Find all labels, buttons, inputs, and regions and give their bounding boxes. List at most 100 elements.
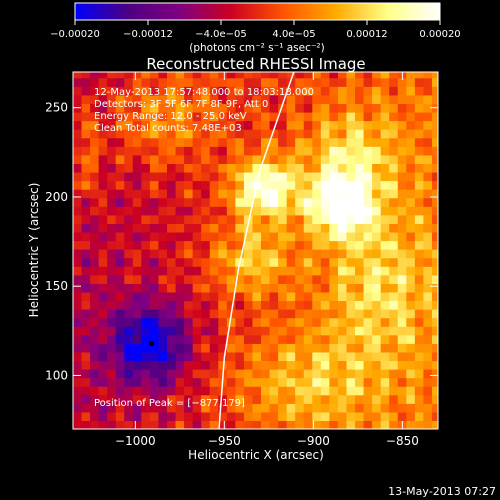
heatmap-cell (329, 137, 339, 147)
heatmap-cell (98, 309, 108, 319)
heatmap-cell (184, 94, 194, 105)
heatmap-cell (98, 420, 108, 429)
heatmap-cell (355, 351, 365, 362)
heatmap-cell (329, 240, 339, 250)
heatmap-cell (312, 231, 322, 242)
heatmap-cell (372, 291, 382, 302)
heatmap-cell (380, 240, 390, 250)
heatmap-cell (226, 94, 236, 105)
heatmap-cell (431, 291, 438, 302)
heatmap-cell (372, 231, 382, 242)
heatmap-cell (380, 326, 390, 336)
heatmap-cell (124, 180, 134, 190)
heatmap-cell (184, 154, 194, 164)
heatmap-cell (303, 386, 313, 396)
heatmap-cell (218, 394, 228, 404)
heatmap-cell (149, 386, 160, 396)
heatmap-cell (380, 146, 390, 156)
heatmap-cell (355, 214, 365, 224)
heatmap-cell (431, 86, 438, 96)
heatmap-cell (158, 146, 168, 156)
heatmap-cell (175, 257, 185, 267)
heatmap-cell (278, 72, 288, 79)
heatmap-cell (226, 283, 236, 293)
heatmap-cell (363, 309, 373, 319)
heatmap-cell (355, 394, 365, 404)
heatmap-cell (295, 266, 305, 276)
heatmap-cell (141, 103, 151, 113)
heatmap-cell (141, 351, 151, 362)
heatmap-cell (423, 386, 433, 396)
heatmap-cell (90, 129, 100, 139)
heatmap-cell (226, 72, 236, 79)
heatmap-cell (346, 420, 356, 429)
heatmap-cell (107, 197, 117, 207)
heatmap-cell (252, 154, 262, 164)
heatmap-cell (98, 369, 108, 379)
heatmap-cell (192, 240, 202, 250)
heatmap-cell (406, 386, 416, 396)
heatmap-cell (90, 120, 100, 130)
heatmap-cell (269, 189, 279, 199)
info-clean-counts: Clean Total counts: 7.48E+03 (94, 123, 242, 134)
heatmap-cell (346, 343, 356, 353)
heatmap-cell (98, 146, 108, 156)
heatmap-cell (218, 343, 228, 353)
heatmap-cell (346, 180, 356, 190)
heatmap-cell (81, 369, 91, 379)
heatmap-cell (355, 163, 365, 173)
heatmap-cell (90, 360, 100, 370)
heatmap-cell (192, 411, 202, 422)
heatmap-cell (303, 103, 313, 113)
heatmap-cell (397, 266, 407, 276)
heatmap-cell (158, 129, 168, 139)
heatmap-cell (363, 300, 373, 310)
heatmap-cell (269, 163, 279, 173)
heatmap-cell (312, 411, 322, 422)
heatmap-cell (98, 72, 108, 79)
heatmap-cell (269, 326, 279, 336)
heatmap-cell (337, 326, 348, 336)
heatmap-cell (372, 223, 382, 233)
heatmap-cell (209, 77, 219, 87)
heatmap-cell (184, 300, 194, 310)
heatmap-cell (363, 274, 373, 284)
heatmap-cell (184, 197, 194, 207)
heatmap-cell (201, 326, 211, 336)
heatmap-cell (303, 214, 313, 224)
heatmap-cell (81, 351, 91, 362)
heatmap-cell (337, 223, 348, 233)
heatmap-cell (269, 103, 279, 113)
heatmap-cell (226, 223, 236, 233)
heatmap-cell (73, 129, 83, 139)
heatmap-cell (389, 180, 399, 190)
heatmap-cell (235, 309, 245, 319)
heatmap-cell (73, 326, 83, 336)
heatmap-cell (107, 180, 117, 190)
heatmap-cell (380, 394, 390, 404)
heatmap-cell (261, 249, 271, 259)
heatmap-cell (423, 129, 433, 139)
heatmap-cell (209, 129, 219, 139)
heatmap-cell (175, 386, 185, 396)
heatmap-cell (372, 257, 382, 267)
heatmap-cell (269, 240, 279, 250)
heatmap-cell (218, 137, 228, 147)
heatmap-cell (337, 309, 348, 319)
heatmap-cell (175, 420, 185, 429)
heatmap-cell (320, 111, 330, 122)
heatmap-cell (372, 274, 382, 284)
heatmap-cell (363, 231, 373, 242)
heatmap-cell (226, 386, 236, 396)
heatmap-cell (414, 163, 424, 173)
heatmap-cell (431, 360, 438, 370)
heatmap-cell (346, 77, 356, 87)
heatmap-cell (158, 386, 168, 396)
heatmap-cell (320, 171, 330, 182)
heatmap-cell (235, 223, 245, 233)
heatmap-cell (115, 214, 125, 224)
heatmap-cell (107, 403, 117, 413)
heatmap-cell (98, 171, 108, 182)
heatmap-cell (124, 257, 134, 267)
heatmap-cell (184, 103, 194, 113)
